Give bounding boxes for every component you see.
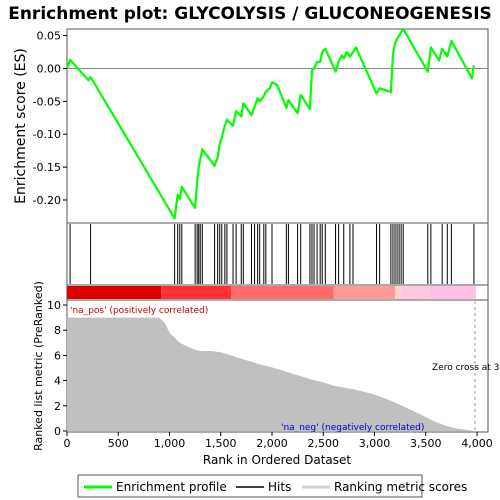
- metric-y-ticks: 0 2 4 6 8 10: [47, 299, 67, 438]
- es-y-tick-label: -0.15: [33, 161, 61, 174]
- colorbar-band: [429, 286, 476, 299]
- x-tick-label: 1,500: [205, 437, 237, 450]
- x-tick-label: 1,000: [154, 437, 186, 450]
- x-tick-label: 3,000: [359, 437, 391, 450]
- es-y-tick-label: -0.05: [33, 95, 61, 108]
- es-y-tick-label: 0.00: [37, 62, 62, 75]
- es-y-tick-label: -0.10: [33, 128, 61, 141]
- hit-markers: [69, 224, 475, 284]
- es-y-axis-label: Enrichment score (ES): [13, 48, 29, 204]
- colorbar-band: [333, 286, 395, 299]
- colorbar-band: [395, 286, 402, 299]
- metric-y-tick-label: 4: [54, 375, 61, 388]
- es-line: [65, 27, 475, 220]
- metric-y-tick-label: 10: [47, 299, 61, 312]
- colorbar-band: [67, 286, 162, 299]
- x-axis-label: Rank in Ordered Dataset: [203, 453, 351, 467]
- colorbar-band: [161, 286, 231, 299]
- positive-annotation: 'na_pos' (positively correlated): [70, 306, 208, 316]
- metric-y-tick-label: 2: [54, 400, 61, 413]
- metric-y-tick-label: 6: [54, 349, 61, 362]
- colorbar-band: [401, 286, 430, 299]
- metric-area: [67, 317, 475, 431]
- negative-annotation: 'na_neg' (negatively correlated): [281, 423, 424, 433]
- metric-y-tick-label: 0: [54, 425, 61, 438]
- metric-x-ticks: 0 500 1,000 1,500 2,000 2,500 3,000 3,500 4,000: [64, 432, 493, 450]
- metric-y-axis-label: Ranked list metric (PreRanked): [32, 281, 45, 451]
- ranked-metric-area: [67, 301, 476, 431]
- x-tick-label: 4,000: [461, 437, 493, 450]
- legend-label-hits: Hits: [268, 480, 291, 494]
- colorbar-band: [231, 286, 334, 299]
- x-tick-label: 500: [108, 437, 129, 450]
- x-tick-label: 2,000: [256, 437, 288, 450]
- es-y-tick-label: -0.20: [33, 194, 61, 207]
- x-tick-label: 0: [64, 437, 71, 450]
- legend-label-enrichment: Enrichment profile: [116, 480, 227, 494]
- es-panel: [66, 28, 489, 224]
- rank-colorbar: [67, 286, 476, 299]
- es-y-tick-label: 0.05: [37, 30, 62, 43]
- hits-panel: [66, 222, 489, 286]
- chart-title: Enrichment plot: GLYCOLYSIS / GLUCONEOGE…: [8, 4, 492, 24]
- metric-y-tick-label: 8: [54, 324, 61, 337]
- x-tick-label: 2,500: [308, 437, 340, 450]
- legend-box: [77, 474, 423, 498]
- x-tick-label: 3,500: [410, 437, 442, 450]
- legend-label-ranking: Ranking metric scores: [334, 480, 467, 494]
- zero-cross-annotation: Zero cross at 3: [432, 363, 499, 373]
- legend: Enrichment profile Hits Ranking metric s…: [77, 474, 467, 498]
- es-y-ticks: 0.05 0.00 -0.05 -0.10 -0.15 -0.20: [33, 30, 67, 207]
- enrichment-profile: [65, 27, 488, 220]
